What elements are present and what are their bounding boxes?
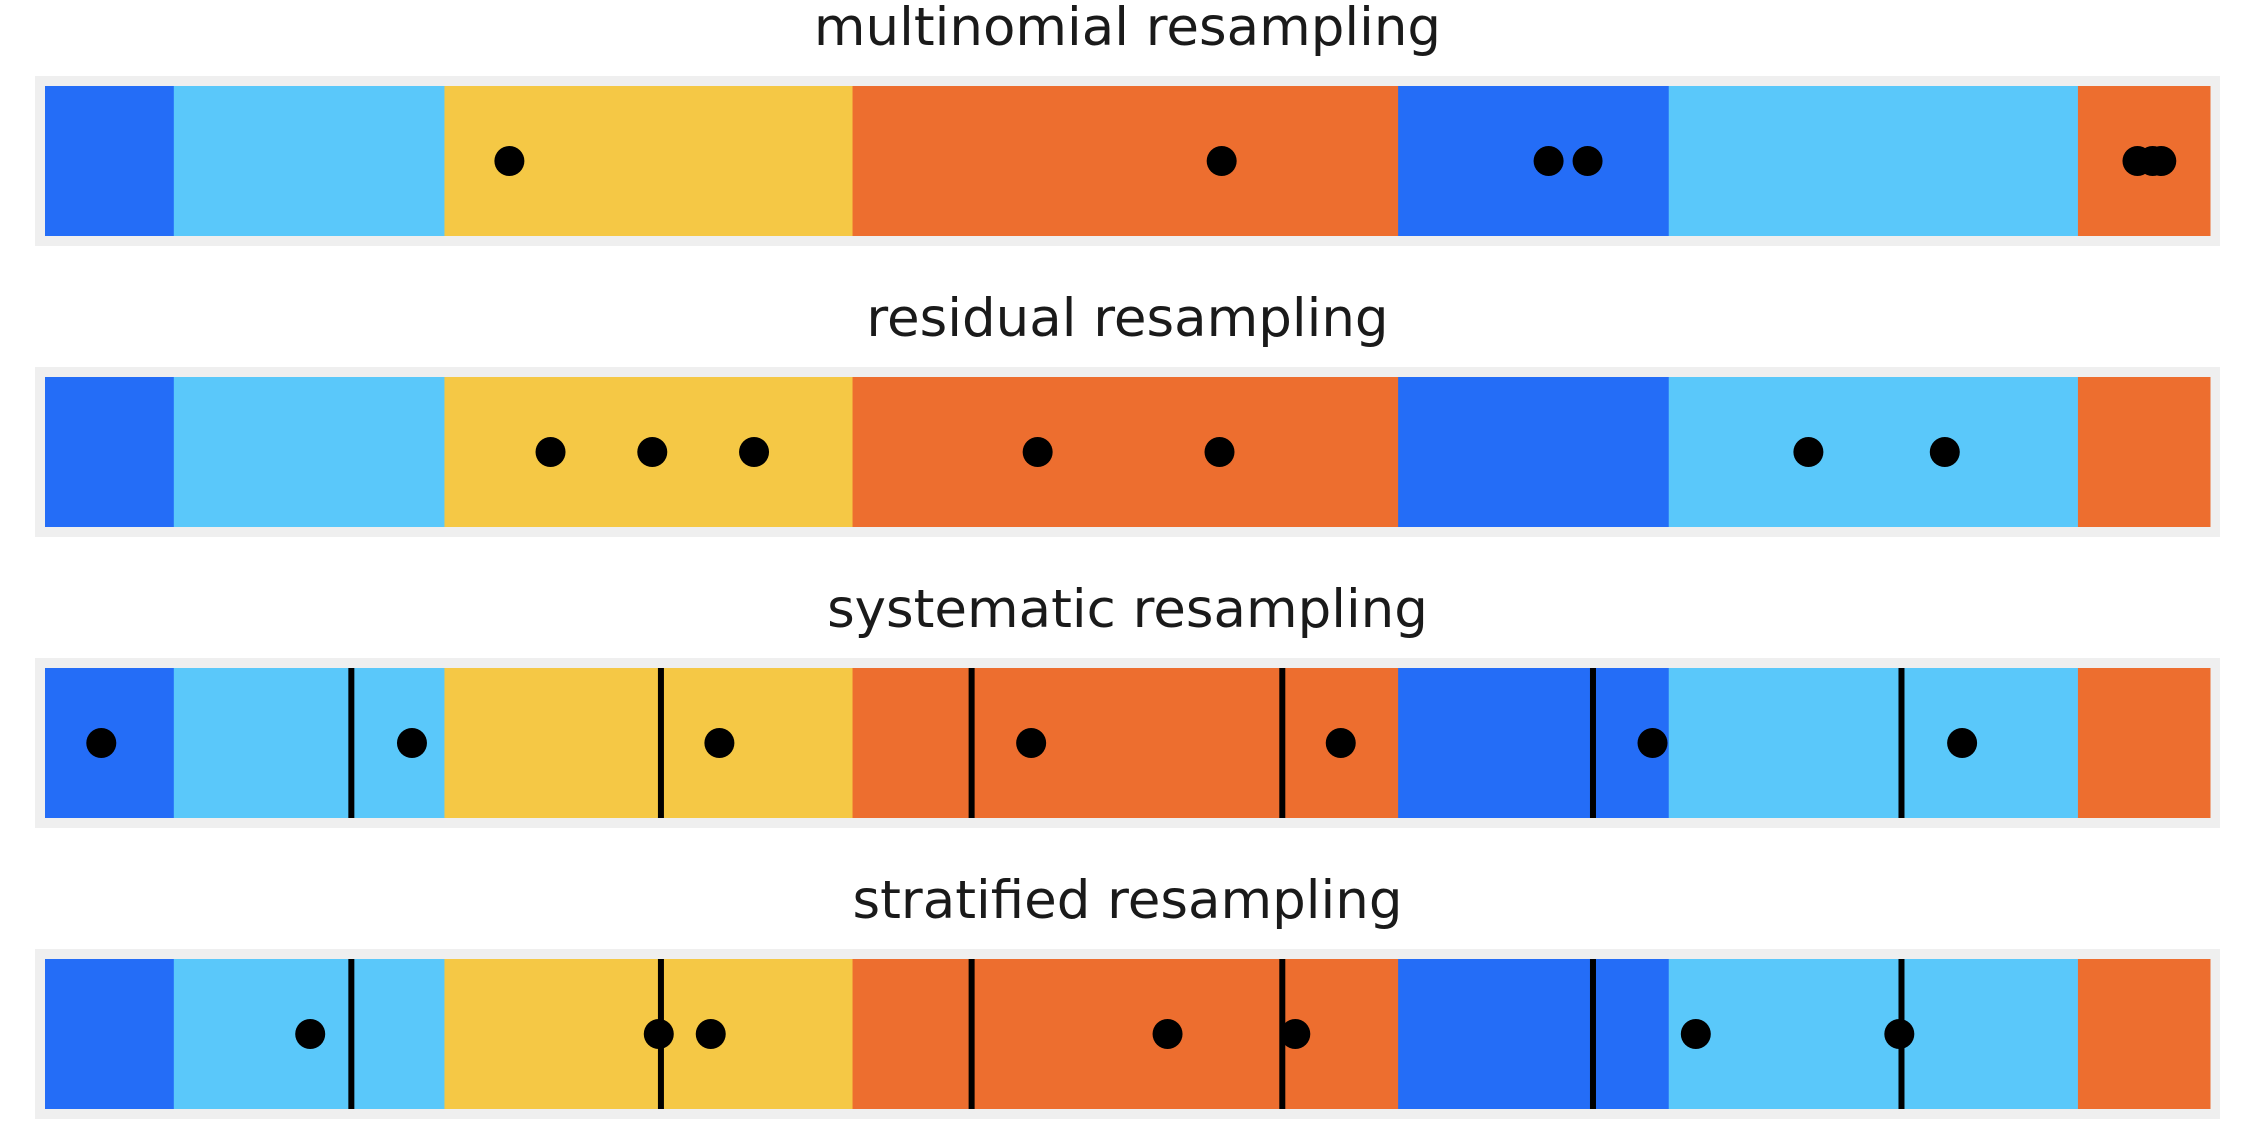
sample-point xyxy=(1680,1019,1711,1049)
weight-segment xyxy=(1668,377,2079,527)
sample-point xyxy=(2146,146,2177,176)
panel-title: residual resampling xyxy=(866,288,1388,349)
weight-segment xyxy=(1398,959,1670,1109)
resampling-panel: multinomial resampling xyxy=(35,0,2220,246)
sample-point xyxy=(1533,146,1564,176)
resampling-panel: stratified resampling xyxy=(35,870,2220,1119)
sample-point xyxy=(695,1019,726,1049)
weight-segment xyxy=(444,668,854,818)
sample-point xyxy=(1022,437,1053,467)
sample-point xyxy=(1016,728,1047,758)
sample-point xyxy=(1884,1019,1915,1049)
sample-point xyxy=(637,437,668,467)
sample-point xyxy=(535,437,566,467)
resampling-panel: residual resampling xyxy=(35,288,2220,537)
weight-segment xyxy=(852,959,1399,1109)
weight-segment xyxy=(852,668,1399,818)
panel-title: stratified resampling xyxy=(853,870,1403,931)
weight-segment xyxy=(173,377,445,527)
sample-point xyxy=(643,1019,674,1049)
sample-point xyxy=(1206,146,1237,176)
sample-point xyxy=(494,146,525,176)
sample-point xyxy=(1572,146,1603,176)
weight-segment xyxy=(1398,668,1670,818)
weight-segment xyxy=(1668,668,2079,818)
weight-segment xyxy=(45,377,175,527)
resampling-panel: systematic resampling xyxy=(35,579,2220,828)
weight-segment xyxy=(852,377,1399,527)
weight-segment xyxy=(173,86,445,236)
sample-point xyxy=(1637,728,1668,758)
weight-segment xyxy=(852,86,1399,236)
weight-segment xyxy=(45,86,175,236)
weight-segment xyxy=(45,959,175,1109)
weight-segment xyxy=(2077,959,2211,1109)
sample-point xyxy=(1152,1019,1183,1049)
weight-segment xyxy=(2077,668,2211,818)
panel-title: multinomial resampling xyxy=(814,0,1441,58)
sample-point xyxy=(1325,728,1356,758)
weight-segment xyxy=(1398,377,1670,527)
sample-point xyxy=(396,728,427,758)
sample-point xyxy=(1947,728,1978,758)
sample-point xyxy=(1204,437,1235,467)
sample-point xyxy=(86,728,117,758)
weight-segment xyxy=(1668,959,2079,1109)
sample-point xyxy=(704,728,735,758)
weight-segment xyxy=(2077,377,2211,527)
sample-point xyxy=(295,1019,326,1049)
sample-point xyxy=(1929,437,1960,467)
sample-point xyxy=(739,437,770,467)
sample-point xyxy=(1280,1019,1311,1049)
sample-point xyxy=(1793,437,1824,467)
weight-segment xyxy=(1668,86,2079,236)
panel-title: systematic resampling xyxy=(827,579,1428,640)
